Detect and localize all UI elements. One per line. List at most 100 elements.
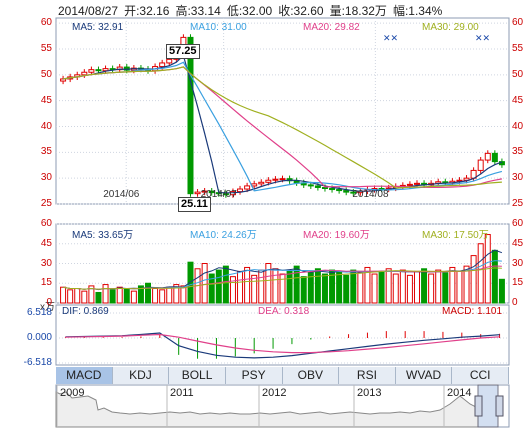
overview-handle-left[interactable] <box>474 395 483 417</box>
candle-body <box>60 78 67 82</box>
marker-icon[interactable]: ✕✕ <box>475 33 491 43</box>
candle-body <box>237 188 244 193</box>
marker-icon[interactable]: ✕✕ <box>383 33 399 43</box>
volume-bar <box>244 266 251 304</box>
volume-bar <box>491 249 498 304</box>
volume-unit-label: x万 <box>40 302 55 313</box>
tab-wvad[interactable]: WVAD <box>395 367 453 384</box>
quote-header: 2014/08/27 开:32.16 高:33.14 低:32.00 收:32.60 量:… <box>58 2 448 19</box>
volume-bar <box>279 273 286 304</box>
volume-bar <box>159 289 166 304</box>
volume-legend-ma10: MA10: 24.26万 <box>190 230 257 241</box>
volume-bar <box>428 273 435 304</box>
volume-ma-lines <box>63 249 503 291</box>
volume-bar <box>399 269 406 304</box>
x-tick-label: 2014/07 <box>200 189 237 200</box>
price-legend-ma20: MA20: 29.82 <box>303 22 360 33</box>
macd-legend-dif: DIF: 0.869 <box>62 306 109 317</box>
tab-boll[interactable]: BOLL <box>169 367 226 384</box>
quote-volume: 量:18.32万 <box>329 4 387 18</box>
y-tick-label: 45 <box>512 237 524 249</box>
candle-body <box>201 190 208 193</box>
volume-bar <box>67 289 74 304</box>
price-ma-lines <box>63 54 503 194</box>
y-tick-label: 30 <box>40 172 52 184</box>
volume-bar <box>272 268 279 304</box>
volume-bar <box>449 266 456 304</box>
candle-body <box>244 185 251 190</box>
quote-open: 开:32.16 <box>124 4 170 18</box>
volume-bar <box>60 286 67 304</box>
volume-bar <box>166 286 173 304</box>
volume-bar <box>336 270 343 304</box>
volume-bar <box>145 282 152 304</box>
y-tick-label: 30 <box>512 257 524 269</box>
volume-bar <box>222 265 229 304</box>
volume-bar <box>201 263 208 304</box>
candle-body <box>463 177 470 181</box>
volume-bar <box>286 270 293 304</box>
candle-body <box>88 69 95 73</box>
y-tick-label: 30 <box>512 172 524 184</box>
quote-date: 2014/08/27 <box>58 4 119 18</box>
price-legend-ma5: MA5: 32.91 <box>72 22 124 33</box>
candle-body <box>491 152 498 163</box>
y-tick-label: 6.518 <box>26 307 52 318</box>
volume-bar <box>293 265 300 304</box>
candle-body <box>406 183 413 186</box>
volume-bar <box>229 276 236 304</box>
y-tick-label: 45 <box>40 94 52 106</box>
tab-obv[interactable]: OBV <box>282 367 340 384</box>
y-tick-label: 55 <box>40 43 52 54</box>
volume-bar <box>385 268 392 304</box>
volume-bar <box>406 274 413 304</box>
overview-area <box>55 391 479 428</box>
tab-macd[interactable]: MACD <box>56 367 113 384</box>
x-tick-label: 2014/08 <box>352 189 389 200</box>
volume-bar <box>392 273 399 304</box>
volume-bar <box>350 269 357 304</box>
volume-bar <box>435 269 442 304</box>
tab-rsi[interactable]: RSI <box>339 367 396 384</box>
volume-bar <box>413 270 420 304</box>
candle-body <box>329 188 336 191</box>
overview-year-label: 2009 <box>60 387 84 399</box>
volume-bar <box>180 285 187 304</box>
candle-body <box>187 36 194 195</box>
y-tick-label: 0 <box>46 297 52 308</box>
overview-year-labels: 2009 2011 2012 2013 2014 <box>56 385 471 427</box>
volume-bar <box>208 273 215 304</box>
macd-legend-macd: MACD: 1.101 <box>442 306 503 317</box>
y-tick-label: 0 <box>512 297 518 308</box>
dif-line <box>65 332 500 359</box>
candle-body <box>484 152 491 161</box>
y-tick-label: 60 <box>40 218 52 229</box>
volume-bar <box>265 263 272 304</box>
y-tick-label: 40 <box>40 120 52 132</box>
tab-kdj[interactable]: KDJ <box>112 367 170 384</box>
ma5-line <box>63 54 503 194</box>
volume-bar <box>251 274 258 304</box>
candle-body <box>222 193 229 196</box>
tab-cci[interactable]: CCI <box>452 367 509 384</box>
volume-legend-ma5: MA5: 33.65万 <box>72 230 134 241</box>
candle-body <box>456 179 463 182</box>
volume-bar <box>456 270 463 304</box>
tab-psy[interactable]: PSY <box>225 367 283 384</box>
candle-body <box>336 189 343 192</box>
candle-body <box>166 58 173 64</box>
y-tick-label: 60 <box>40 17 52 29</box>
candle-body <box>343 190 350 193</box>
candle-body <box>81 71 88 76</box>
volume-bar <box>421 268 428 304</box>
candle-body <box>95 69 102 72</box>
volume-bar <box>152 288 159 304</box>
y-tick-label: 30 <box>40 257 52 269</box>
volume-bar <box>187 261 194 304</box>
y-tick-label: 35 <box>512 146 524 158</box>
candle-body <box>321 186 328 189</box>
volume-bar <box>378 270 385 304</box>
overview-handle-right[interactable] <box>495 395 504 417</box>
candle-body <box>194 191 201 195</box>
